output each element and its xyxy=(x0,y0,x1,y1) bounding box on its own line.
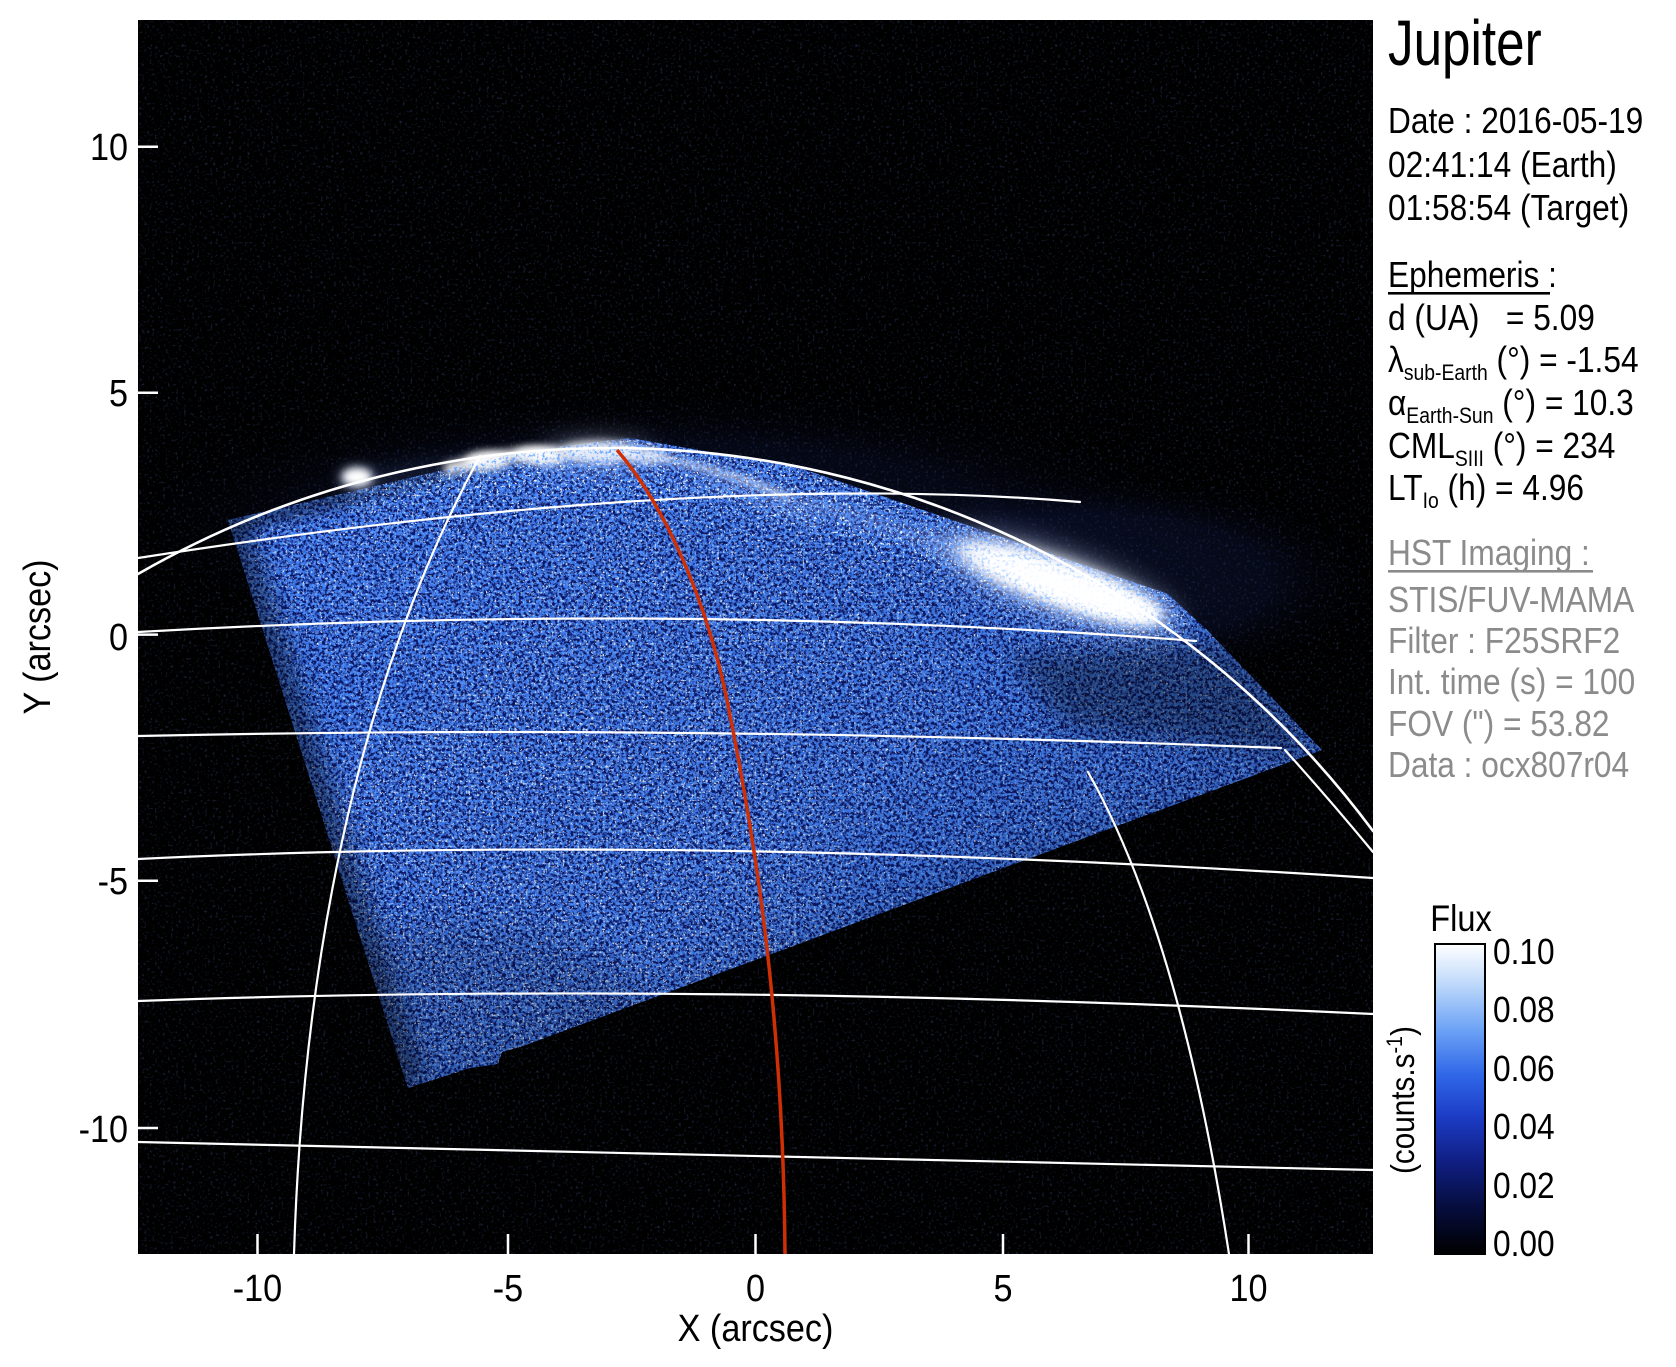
svg-text:αEarth-Sun (°) = 10.3: αEarth-Sun (°) = 10.3 xyxy=(1388,383,1634,428)
svg-text:Y (arcsec): Y (arcsec) xyxy=(15,559,58,714)
svg-text:Jupiter: Jupiter xyxy=(1388,9,1542,80)
svg-text:-10: -10 xyxy=(233,1266,282,1309)
svg-text:STIS/FUV-MAMA: STIS/FUV-MAMA xyxy=(1388,580,1635,620)
svg-text:Int. time (s) = 100: Int. time (s) = 100 xyxy=(1388,662,1635,702)
svg-text:-5: -5 xyxy=(493,1266,523,1309)
svg-text:10: 10 xyxy=(1229,1266,1267,1309)
svg-text:0.06: 0.06 xyxy=(1493,1049,1555,1089)
svg-text:01:58:54 (Target): 01:58:54 (Target) xyxy=(1388,188,1629,228)
svg-text:λsub-Earth (°) = -1.54: λsub-Earth (°) = -1.54 xyxy=(1388,340,1639,385)
svg-text:0.10: 0.10 xyxy=(1493,932,1555,972)
svg-text:d (UA)= 5.09: d (UA) = 5.09 xyxy=(1388,298,1595,338)
svg-text:LTIo (h) = 4.96: LTIo (h) = 4.96 xyxy=(1388,468,1584,513)
svg-text:HST Imaging :: HST Imaging : xyxy=(1388,533,1590,573)
svg-text:Date : 2016-05-19: Date : 2016-05-19 xyxy=(1388,101,1643,141)
svg-text:02:41:14 (Earth): 02:41:14 (Earth) xyxy=(1388,145,1617,185)
svg-text:0.00: 0.00 xyxy=(1493,1224,1555,1264)
svg-text:0.08: 0.08 xyxy=(1493,990,1555,1030)
svg-text:Ephemeris :: Ephemeris : xyxy=(1388,255,1557,295)
svg-text:5: 5 xyxy=(109,371,128,414)
svg-text:Data : ocx807r04: Data : ocx807r04 xyxy=(1388,745,1629,785)
svg-text:5: 5 xyxy=(993,1266,1012,1309)
svg-text:(counts.s-1): (counts.s-1) xyxy=(1383,1026,1421,1174)
svg-text:0.04: 0.04 xyxy=(1493,1107,1555,1147)
svg-text:0: 0 xyxy=(746,1266,765,1309)
svg-text:CMLSIII (°) = 234: CMLSIII (°) = 234 xyxy=(1388,426,1615,471)
svg-text:0: 0 xyxy=(109,615,128,658)
svg-text:FOV (") = 53.82: FOV (") = 53.82 xyxy=(1388,704,1610,744)
svg-text:Filter : F25SRF2: Filter : F25SRF2 xyxy=(1388,621,1620,661)
svg-text:X (arcsec): X (arcsec) xyxy=(678,1306,834,1349)
svg-text:Flux: Flux xyxy=(1430,898,1492,939)
svg-text:0.02: 0.02 xyxy=(1493,1166,1555,1206)
svg-text:-5: -5 xyxy=(98,859,128,902)
svg-text:-10: -10 xyxy=(79,1107,128,1150)
svg-text:10: 10 xyxy=(90,125,128,168)
